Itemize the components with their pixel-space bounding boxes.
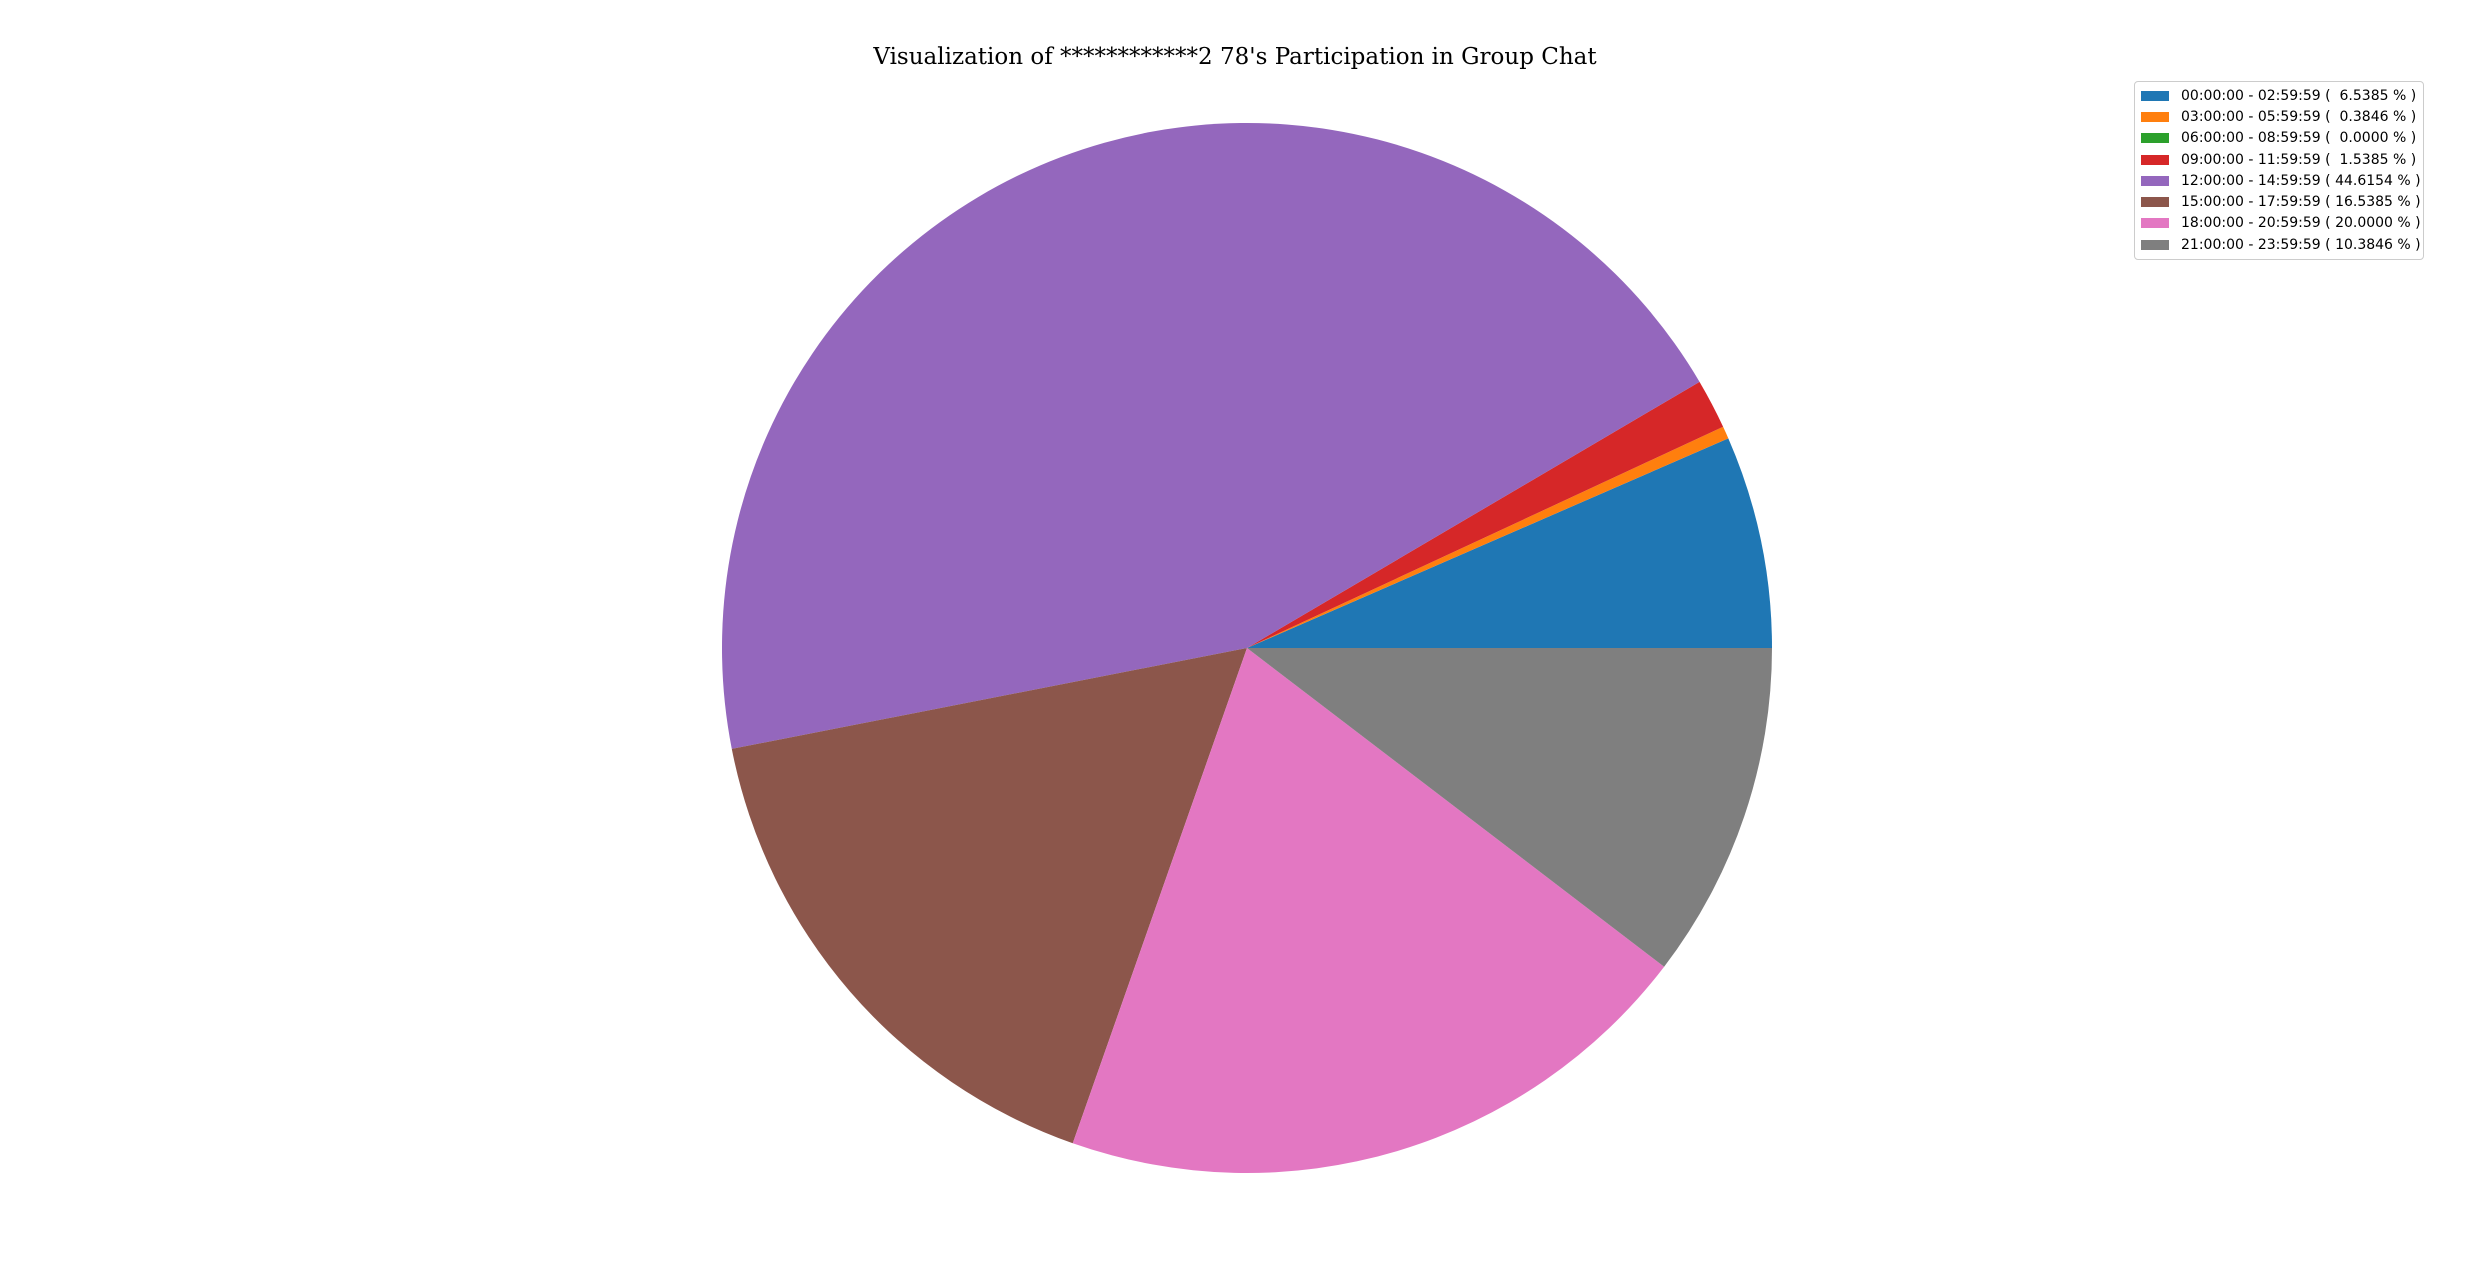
legend-label: 15:00:00 - 17:59:59 ( 16.5385 % ) (2181, 194, 2421, 211)
legend-swatch (2141, 111, 2169, 122)
legend-entry-12-00-00-14-59-59: 12:00:00 - 14:59:59 ( 44.6154 % ) (2141, 170, 2421, 191)
legend-entry-15-00-00-17-59-59: 15:00:00 - 17:59:59 ( 16.5385 % ) (2141, 191, 2421, 212)
legend-swatch (2141, 90, 2169, 101)
legend-label: 00:00:00 - 02:59:59 ( 6.5385 % ) (2181, 87, 2417, 104)
legend-label: 09:00:00 - 11:59:59 ( 1.5385 % ) (2181, 151, 2417, 168)
pie-slice-21-00-00-23-59-59 (1247, 648, 1772, 967)
legend-entry-00-00-00-02-59-59: 00:00:00 - 02:59:59 ( 6.5385 % ) (2141, 85, 2417, 106)
pie-slice-00-00-00-02-59-59 (1247, 438, 1772, 648)
legend-swatch (2141, 133, 2169, 144)
legend-entry-06-00-00-08-59-59: 06:00:00 - 08:59:59 ( 0.0000 % ) (2141, 128, 2417, 149)
legend-swatch (2141, 218, 2169, 229)
legend-entry-18-00-00-20-59-59: 18:00:00 - 20:59:59 ( 20.0000 % ) (2141, 213, 2421, 234)
chart-title: Visualization of ************2 78's Part… (873, 44, 1597, 70)
legend-entry-09-00-00-11-59-59: 09:00:00 - 11:59:59 ( 1.5385 % ) (2141, 149, 2417, 170)
pie-slice-18-00-00-20-59-59 (1072, 648, 1665, 1173)
pie-slice-12-00-00-14-59-59 (721, 122, 1700, 749)
legend-swatch (2141, 175, 2169, 186)
legend-swatch (2141, 154, 2169, 165)
legend-entry-21-00-00-23-59-59: 21:00:00 - 23:59:59 ( 10.3846 % ) (2141, 234, 2421, 255)
legend-label: 21:00:00 - 23:59:59 ( 10.3846 % ) (2181, 236, 2421, 253)
legend-swatch (2141, 239, 2169, 250)
legend-label: 18:00:00 - 20:59:59 ( 20.0000 % ) (2181, 215, 2421, 232)
legend-label: 12:00:00 - 14:59:59 ( 44.6154 % ) (2181, 172, 2421, 189)
pie-slice-15-00-00-17-59-59 (731, 648, 1247, 1144)
pie-slice-09-00-00-11-59-59 (1247, 381, 1724, 648)
legend-label: 06:00:00 - 08:59:59 ( 0.0000 % ) (2181, 130, 2417, 147)
legend-swatch (2141, 197, 2169, 208)
legend-label: 03:00:00 - 05:59:59 ( 0.3846 % ) (2181, 108, 2417, 125)
legend: 00:00:00 - 02:59:59 ( 6.5385 % ) 03:00:00… (2134, 81, 2424, 261)
pie-slice-03-00-00-05-59-59 (1247, 426, 1729, 648)
legend-entry-03-00-00-05-59-59: 03:00:00 - 05:59:59 ( 0.3846 % ) (2141, 106, 2417, 127)
